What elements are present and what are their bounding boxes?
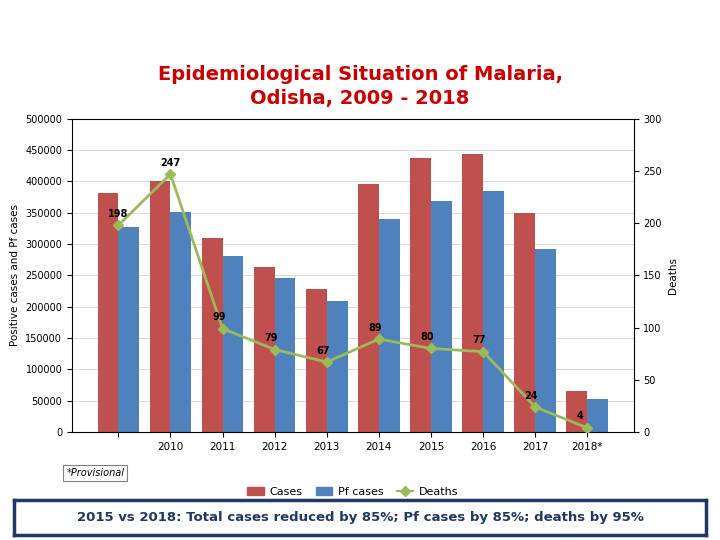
Bar <box>222 256 243 432</box>
Bar <box>379 219 400 432</box>
Text: 2015 vs 2018: Total cases reduced by 85%; Pf cases by 85%; deaths by 95%: 2015 vs 2018: Total cases reduced by 85%… <box>76 510 644 524</box>
Line: Deaths: Deaths <box>115 171 590 431</box>
Deaths <box>218 326 227 332</box>
Bar <box>274 278 295 432</box>
Bar <box>567 392 588 432</box>
Bar <box>431 201 451 432</box>
Bar <box>171 212 192 432</box>
Bar <box>118 227 139 432</box>
Text: 80: 80 <box>420 332 434 342</box>
Deaths <box>583 424 592 431</box>
Bar <box>358 184 379 432</box>
Bar <box>514 213 535 432</box>
Text: 247: 247 <box>160 158 180 168</box>
Y-axis label: Positive cases and Pf cases: Positive cases and Pf cases <box>10 205 19 346</box>
Deaths <box>323 359 331 365</box>
Deaths <box>114 222 122 228</box>
Text: 99: 99 <box>212 312 225 322</box>
Bar <box>327 301 348 432</box>
Text: 79: 79 <box>264 333 278 343</box>
Text: Epidemiological Situation of Malaria,
Odisha, 2009 - 2018: Epidemiological Situation of Malaria, Od… <box>158 65 562 108</box>
Text: *Provisional: *Provisional <box>66 468 125 478</box>
Text: 4: 4 <box>577 411 584 422</box>
Deaths <box>531 404 539 410</box>
Text: 24: 24 <box>525 390 539 401</box>
Legend: Cases, Pf cases, Deaths: Cases, Pf cases, Deaths <box>243 483 463 502</box>
Bar <box>462 154 483 432</box>
Bar <box>535 249 556 432</box>
Bar <box>410 158 431 432</box>
Deaths <box>479 348 487 355</box>
Text: 198: 198 <box>108 209 128 219</box>
Text: 89: 89 <box>369 323 382 333</box>
Deaths <box>427 345 436 352</box>
Deaths <box>374 336 383 342</box>
Bar <box>306 289 327 432</box>
Bar <box>483 191 504 432</box>
Bar <box>150 181 171 432</box>
Text: 67: 67 <box>316 346 330 356</box>
Deaths <box>270 346 279 353</box>
Bar <box>202 238 222 432</box>
Bar <box>97 193 118 432</box>
Text: 77: 77 <box>472 335 486 345</box>
Y-axis label: Deaths: Deaths <box>667 257 678 294</box>
Bar <box>254 267 274 432</box>
Bar <box>588 400 608 432</box>
Deaths <box>166 171 175 177</box>
